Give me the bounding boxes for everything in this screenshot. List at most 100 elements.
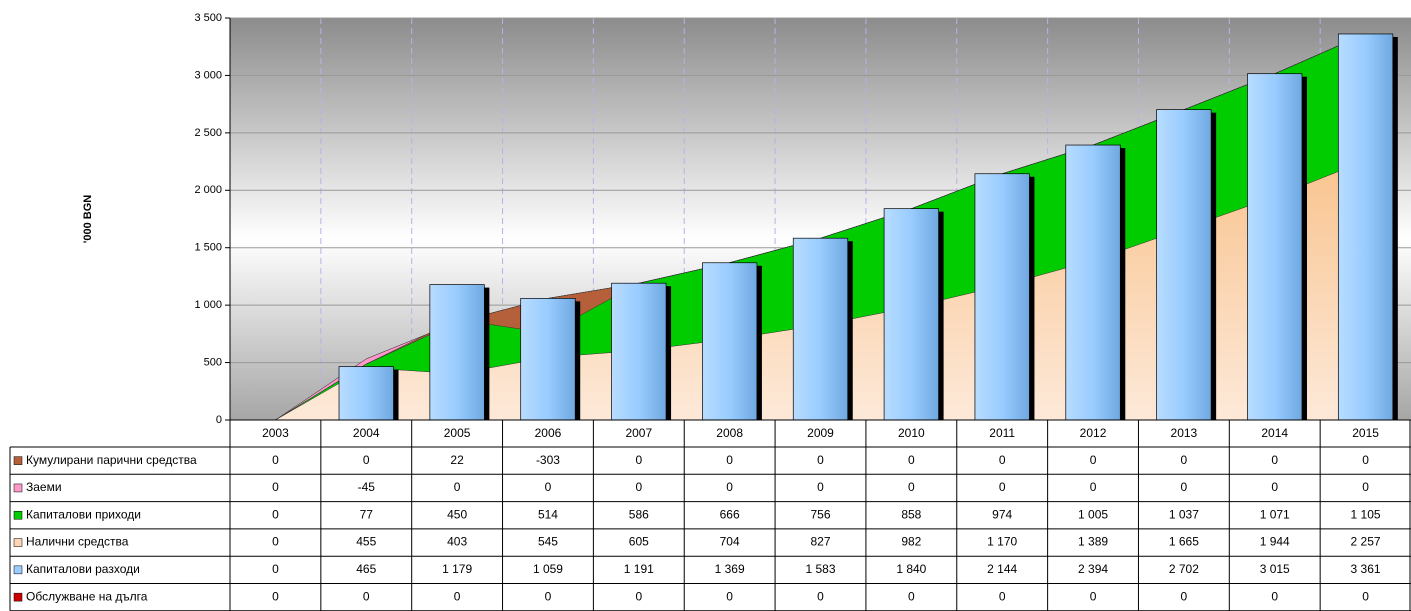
legend-label: Налични средства (26, 535, 129, 549)
y-tick-label: 500 (204, 356, 222, 368)
table-value: 586 (629, 507, 649, 521)
legend-key (13, 511, 23, 520)
table-value: 0 (1362, 589, 1369, 603)
y-tick-label: 3 500 (194, 12, 222, 24)
table-value: 1 840 (896, 562, 926, 576)
table-value: 0 (363, 453, 370, 467)
table-value: 0 (1362, 453, 1369, 467)
table-value: 0 (454, 480, 461, 494)
table-value: 0 (1271, 589, 1278, 603)
table-value: 0 (635, 453, 642, 467)
table-value: 0 (272, 453, 279, 467)
table-value: 0 (817, 589, 824, 603)
table-value: 77 (360, 507, 374, 521)
table-value: 0 (999, 453, 1006, 467)
y-tick-label: 2 500 (194, 127, 222, 139)
bar (1156, 109, 1212, 421)
table-value: 2 702 (1169, 562, 1199, 576)
table-value: 1 105 (1351, 507, 1381, 521)
table-value: 827 (810, 535, 830, 549)
table-value: 0 (908, 589, 915, 603)
x-tick-label: 2011 (989, 426, 1015, 440)
table-value: 0 (363, 589, 370, 603)
table-value: 2 144 (987, 562, 1017, 576)
legend-label: Капиталови приходи (26, 507, 141, 521)
table-value: 0 (545, 589, 552, 603)
table-value: 0 (999, 480, 1006, 494)
table-value: 3 361 (1351, 562, 1381, 576)
bar (520, 298, 576, 421)
table-value: 0 (908, 480, 915, 494)
bar (1247, 73, 1303, 421)
table-value: 0 (1362, 480, 1369, 494)
x-tick-label: 2009 (807, 426, 834, 440)
y-tick-label: 1 000 (194, 299, 222, 311)
x-tick-label: 2007 (625, 426, 652, 440)
table-value: 3 015 (1260, 562, 1290, 576)
table-value: 1 583 (805, 562, 835, 576)
table-value: 0 (817, 480, 824, 494)
legend-label: Заеми (26, 480, 62, 494)
table-value: 2 394 (1078, 562, 1108, 576)
table-value: 1 170 (987, 535, 1017, 549)
table-value: 605 (629, 535, 649, 549)
table-value: 0 (272, 535, 279, 549)
table-value: 514 (538, 507, 558, 521)
x-tick-label: 2014 (1261, 426, 1288, 440)
table-value: 0 (272, 589, 279, 603)
bar (429, 284, 485, 421)
bar (338, 366, 394, 421)
table-value: 0 (454, 589, 461, 603)
legend-key (13, 565, 23, 575)
table-value: 0 (726, 453, 733, 467)
table-value: 1 005 (1078, 507, 1108, 521)
x-tick-label: 2005 (444, 426, 471, 440)
legend-key (13, 456, 23, 465)
table-value: 0 (1181, 589, 1188, 603)
table-value: 1 037 (1169, 507, 1199, 521)
table-value: 1 071 (1260, 507, 1290, 521)
table-value: 858 (901, 507, 921, 521)
y-tick-label: 3 000 (194, 69, 222, 81)
table-value: 1 179 (442, 562, 472, 576)
table-value: 0 (908, 453, 915, 467)
table-value: 0 (726, 589, 733, 603)
table-value: 0 (817, 453, 824, 467)
table-value: 0 (726, 480, 733, 494)
table-value: 0 (1271, 480, 1278, 494)
legend-key (13, 483, 23, 493)
x-tick-label: 2004 (353, 426, 380, 440)
table-value: 1 944 (1260, 535, 1290, 549)
bar (883, 208, 939, 421)
table-value: 455 (356, 535, 376, 549)
table-value: 22 (450, 453, 464, 467)
legend-key (13, 538, 23, 547)
table-value: 0 (1181, 453, 1188, 467)
x-tick-label: 2012 (1080, 426, 1107, 440)
table-value: 0 (999, 589, 1006, 603)
table-value: 1 389 (1078, 535, 1108, 549)
bar (1065, 144, 1121, 421)
bar (974, 173, 1030, 421)
table-value: 1 059 (533, 562, 563, 576)
table-value: -45 (358, 480, 376, 494)
table-value: 756 (810, 507, 830, 521)
table-value: 1 369 (715, 562, 745, 576)
table-value: 1 665 (1169, 535, 1199, 549)
table-value: 982 (901, 535, 921, 549)
y-axis-label: '000 BGN (82, 195, 94, 244)
table-value: 403 (447, 535, 467, 549)
legend-label: Обслужване на дълга (26, 589, 148, 603)
table-value: 974 (992, 507, 1012, 521)
table-value: 450 (447, 507, 467, 521)
bar (1337, 33, 1394, 421)
x-tick-label: 2010 (898, 426, 925, 440)
bar (792, 237, 849, 421)
y-tick-label: 0 (216, 414, 222, 426)
x-tick-label: 2015 (1352, 426, 1379, 440)
table-value: 465 (356, 562, 376, 576)
table-value: 2 257 (1351, 535, 1381, 549)
bar (702, 262, 758, 421)
